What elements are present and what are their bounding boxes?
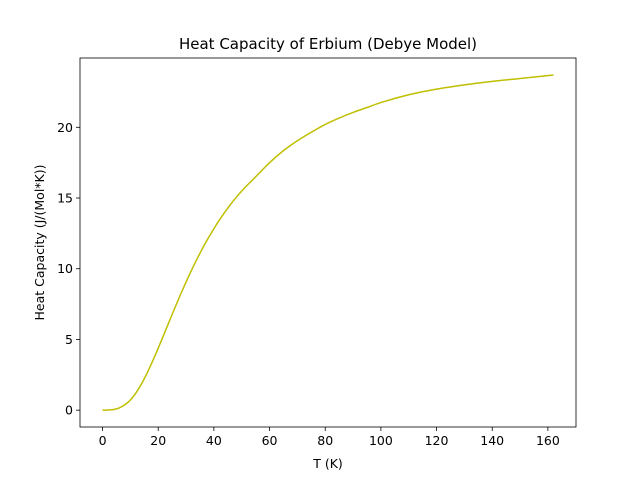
x-tick-label: 160 (536, 433, 560, 448)
series-line (102, 74, 554, 411)
x-tick-label: 40 (206, 433, 222, 448)
y-tick-label: 20 (57, 120, 73, 135)
x-tick-label: 0 (99, 433, 107, 448)
x-tick-label: 120 (425, 433, 449, 448)
series-layer (102, 74, 554, 411)
y-tick-label: 5 (65, 332, 73, 347)
x-tick-label: 20 (150, 433, 166, 448)
y-axis-label: Heat Capacity (J/(Mol*K)) (32, 165, 47, 321)
y-tick-label: 0 (65, 403, 73, 418)
y-tick-label: 10 (57, 261, 73, 276)
x-tick-label: 80 (317, 433, 333, 448)
plot-frame (79, 57, 577, 428)
y-tick-label: 15 (57, 191, 73, 206)
y-axis: 0 5 10 15 20 (57, 120, 80, 418)
x-tick-label: 100 (369, 433, 393, 448)
x-axis-label: T (K) (312, 456, 343, 471)
x-axis: 0 20 40 60 80 100 120 140 160 (99, 427, 560, 448)
plot-background (80, 58, 576, 427)
x-tick-label: 60 (262, 433, 278, 448)
chart-title: Heat Capacity of Erbium (Debye Model) (179, 35, 477, 53)
x-tick-label: 140 (480, 433, 504, 448)
